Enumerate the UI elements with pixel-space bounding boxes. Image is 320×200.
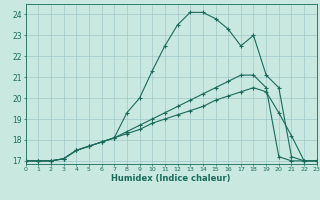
X-axis label: Humidex (Indice chaleur): Humidex (Indice chaleur): [111, 174, 231, 183]
